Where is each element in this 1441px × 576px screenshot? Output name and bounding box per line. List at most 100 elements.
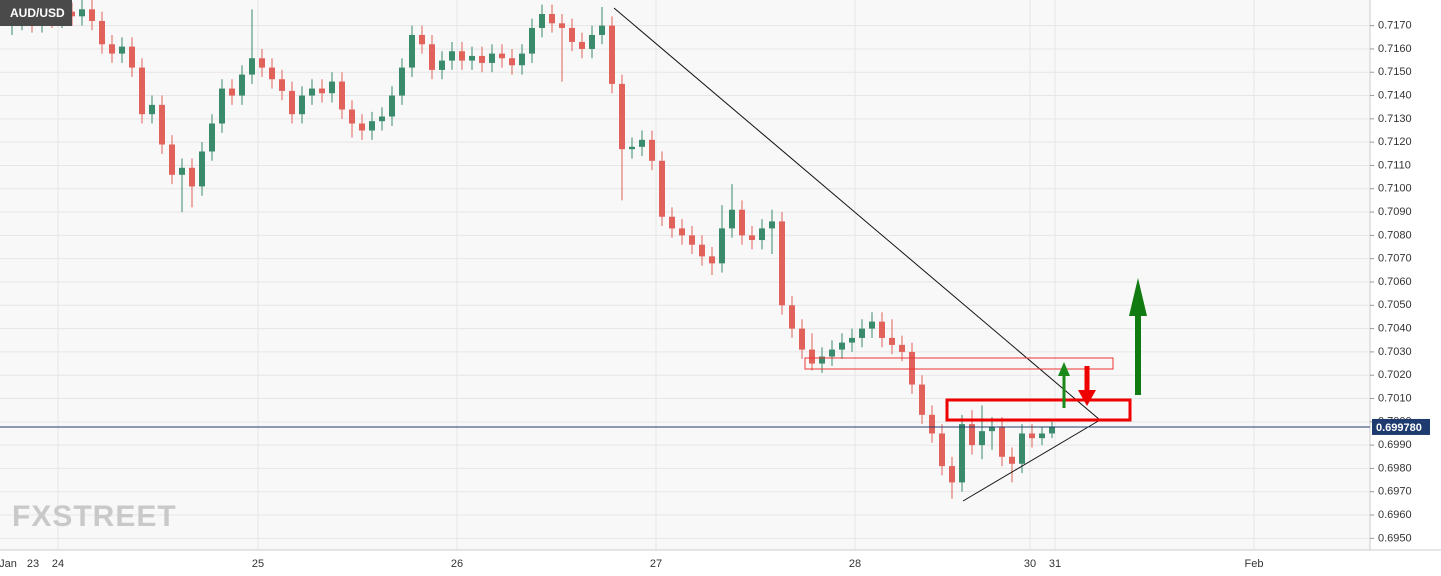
- candle-body: [339, 81, 345, 110]
- candle-body: [449, 51, 455, 61]
- candle-body: [769, 221, 775, 229]
- x-tick-label: 28: [849, 558, 861, 570]
- y-tick-label: 0.7120: [1378, 136, 1412, 148]
- x-tick-label: 30: [1024, 558, 1036, 570]
- candle-body: [549, 13, 555, 24]
- y-tick-label: 0.7080: [1378, 229, 1412, 241]
- candle-body: [679, 228, 685, 236]
- y-tick-label: 0.7010: [1378, 392, 1412, 404]
- y-tick-label: 0.7110: [1378, 159, 1411, 171]
- candle-body: [499, 53, 505, 59]
- arrow-up: [1058, 362, 1070, 376]
- candle-body: [279, 79, 285, 91]
- candle-body: [949, 466, 955, 483]
- candle-body: [159, 104, 165, 145]
- candle-body: [959, 424, 965, 483]
- candle-body: [619, 83, 625, 150]
- y-tick-label: 0.7040: [1378, 323, 1412, 335]
- y-tick-label: 0.6950: [1378, 532, 1412, 544]
- candle-body: [899, 344, 905, 352]
- x-tick-label: 27: [650, 558, 662, 570]
- candle-body: [269, 67, 275, 80]
- y-tick-label: 0.7140: [1378, 89, 1412, 101]
- candle-body: [379, 116, 385, 122]
- candle-body: [759, 228, 765, 241]
- candle-body: [859, 328, 865, 338]
- candle-body: [939, 433, 945, 467]
- candle-body: [779, 221, 785, 306]
- trend-line: [962, 419, 1101, 502]
- candle-body: [429, 44, 435, 70]
- candle-body: [439, 60, 445, 70]
- y-tick-label: 0.6960: [1378, 509, 1412, 521]
- candle-body: [969, 424, 975, 446]
- candle-body: [879, 321, 885, 338]
- candle-body: [229, 88, 235, 96]
- candle-body: [219, 88, 225, 124]
- y-tick-label: 0.7060: [1378, 276, 1412, 288]
- candle-body: [799, 328, 805, 350]
- candle-body: [239, 74, 245, 96]
- y-tick-label: 0.7170: [1378, 20, 1412, 32]
- y-tick-label: 0.7050: [1378, 299, 1412, 311]
- x-tick-label: Jan: [0, 558, 17, 570]
- candle-body: [259, 58, 265, 68]
- candle-body: [139, 67, 145, 115]
- candle-body: [539, 13, 545, 28]
- candle-body: [689, 235, 695, 245]
- candle-body: [79, 9, 85, 17]
- y-tick-label: 0.7090: [1378, 206, 1412, 218]
- candle-body: [409, 34, 415, 68]
- candle-body: [369, 121, 375, 131]
- candle-body: [589, 34, 595, 49]
- last-price-badge: [1372, 418, 1430, 435]
- candle-body: [469, 55, 475, 61]
- candle-body: [839, 342, 845, 350]
- candle-body: [529, 27, 535, 54]
- candle-body: [809, 349, 815, 364]
- candle-body: [629, 146, 635, 150]
- candle-body: [719, 228, 725, 264]
- candle-body: [579, 41, 585, 49]
- candle-body: [179, 167, 185, 175]
- y-tick-label: 0.7020: [1378, 369, 1412, 381]
- candle-body: [149, 104, 155, 115]
- candle-body: [929, 414, 935, 434]
- y-tick-label: 0.6980: [1378, 462, 1412, 474]
- x-tick-label: 26: [451, 558, 463, 570]
- candle-body: [749, 235, 755, 241]
- candle-body: [1009, 456, 1015, 464]
- candle-body: [289, 90, 295, 115]
- candle-body: [459, 51, 465, 61]
- candle-body: [109, 44, 115, 54]
- candle-body: [639, 139, 645, 147]
- candle-body: [329, 81, 335, 94]
- candle-body: [849, 337, 855, 343]
- x-tick-label: 24: [52, 558, 64, 570]
- x-tick-label: 23: [27, 558, 39, 570]
- candle-body: [209, 123, 215, 152]
- last-price-label: 0.699780: [1376, 422, 1422, 434]
- y-tick-label: 0.7030: [1378, 346, 1412, 358]
- candle-body: [1019, 433, 1025, 464]
- candle-body: [249, 58, 255, 75]
- candle-body: [699, 244, 705, 257]
- candle-body: [789, 305, 795, 329]
- y-tick-label: 0.7070: [1378, 253, 1412, 265]
- candle-body: [519, 53, 525, 66]
- annotations: [613, 7, 1147, 502]
- candle-body: [169, 144, 175, 175]
- candle-body: [129, 46, 135, 68]
- y-tick-label: 0.7160: [1378, 43, 1412, 55]
- x-tick-label: 25: [252, 558, 264, 570]
- candle-body: [979, 431, 985, 446]
- candle-body: [89, 9, 95, 21]
- candle-body: [819, 356, 825, 364]
- candle-body: [829, 349, 835, 357]
- trend-line: [613, 7, 1101, 421]
- candle-body: [299, 95, 305, 115]
- candle-body: [909, 351, 915, 385]
- symbol-badge: [0, 0, 72, 26]
- candle-body: [569, 27, 575, 42]
